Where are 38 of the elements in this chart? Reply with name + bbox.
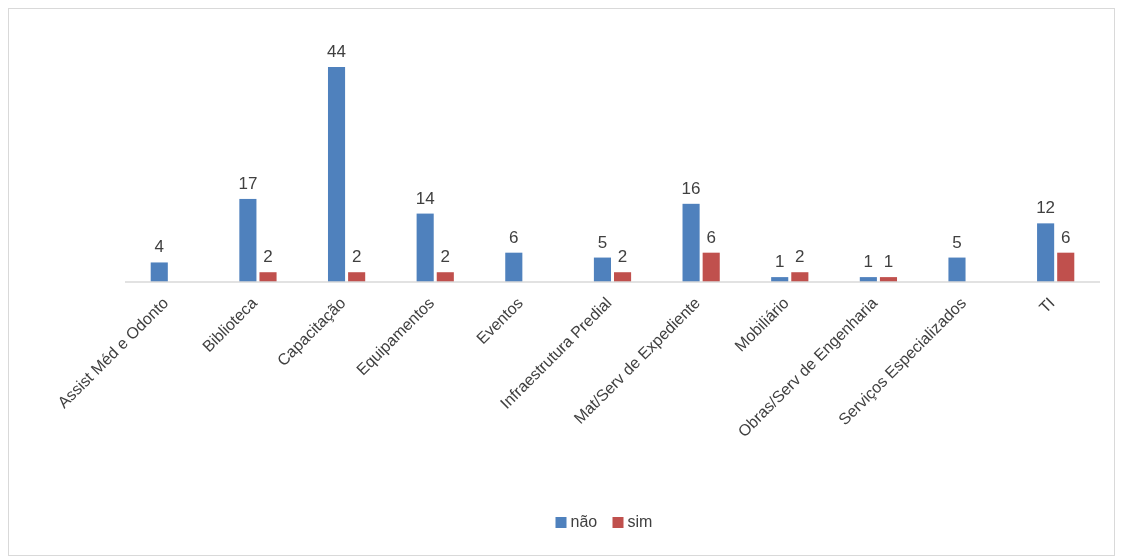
legend-label: sim — [627, 513, 653, 530]
data-label: 1 — [863, 252, 874, 272]
data-label: 5 — [597, 232, 608, 252]
bar — [593, 257, 611, 282]
data-label: 12 — [1036, 198, 1056, 218]
data-label: 17 — [238, 173, 258, 193]
data-label: 6 — [509, 227, 519, 247]
bar — [327, 67, 346, 282]
bar — [239, 198, 257, 282]
data-label: 44 — [327, 42, 346, 61]
data-label: 6 — [1061, 227, 1071, 247]
data-label: 2 — [795, 247, 805, 267]
data-label: 16 — [681, 178, 701, 198]
bar — [259, 272, 277, 282]
data-label: 2 — [351, 247, 362, 267]
bar — [150, 262, 168, 282]
data-label: 1 — [774, 252, 785, 272]
data-label: 5 — [952, 232, 962, 252]
bar — [702, 252, 720, 282]
data-label: 6 — [706, 227, 716, 247]
data-label: 2 — [440, 247, 451, 267]
data-label: 4 — [154, 237, 164, 257]
data-label: 1 — [883, 252, 894, 272]
legend-label: não — [570, 513, 598, 530]
bar — [348, 272, 366, 282]
data-label: 2 — [263, 247, 273, 267]
data-label: 2 — [617, 247, 628, 267]
bar — [1057, 252, 1075, 282]
bar — [948, 257, 966, 282]
bar — [614, 272, 632, 282]
data-label: 14 — [415, 188, 435, 208]
bar — [791, 272, 809, 282]
bar — [682, 203, 700, 282]
bar — [436, 272, 454, 282]
bar — [505, 252, 523, 282]
bar — [416, 213, 434, 282]
x-tick-label: TI — [1035, 294, 1058, 317]
bar — [1037, 223, 1055, 282]
